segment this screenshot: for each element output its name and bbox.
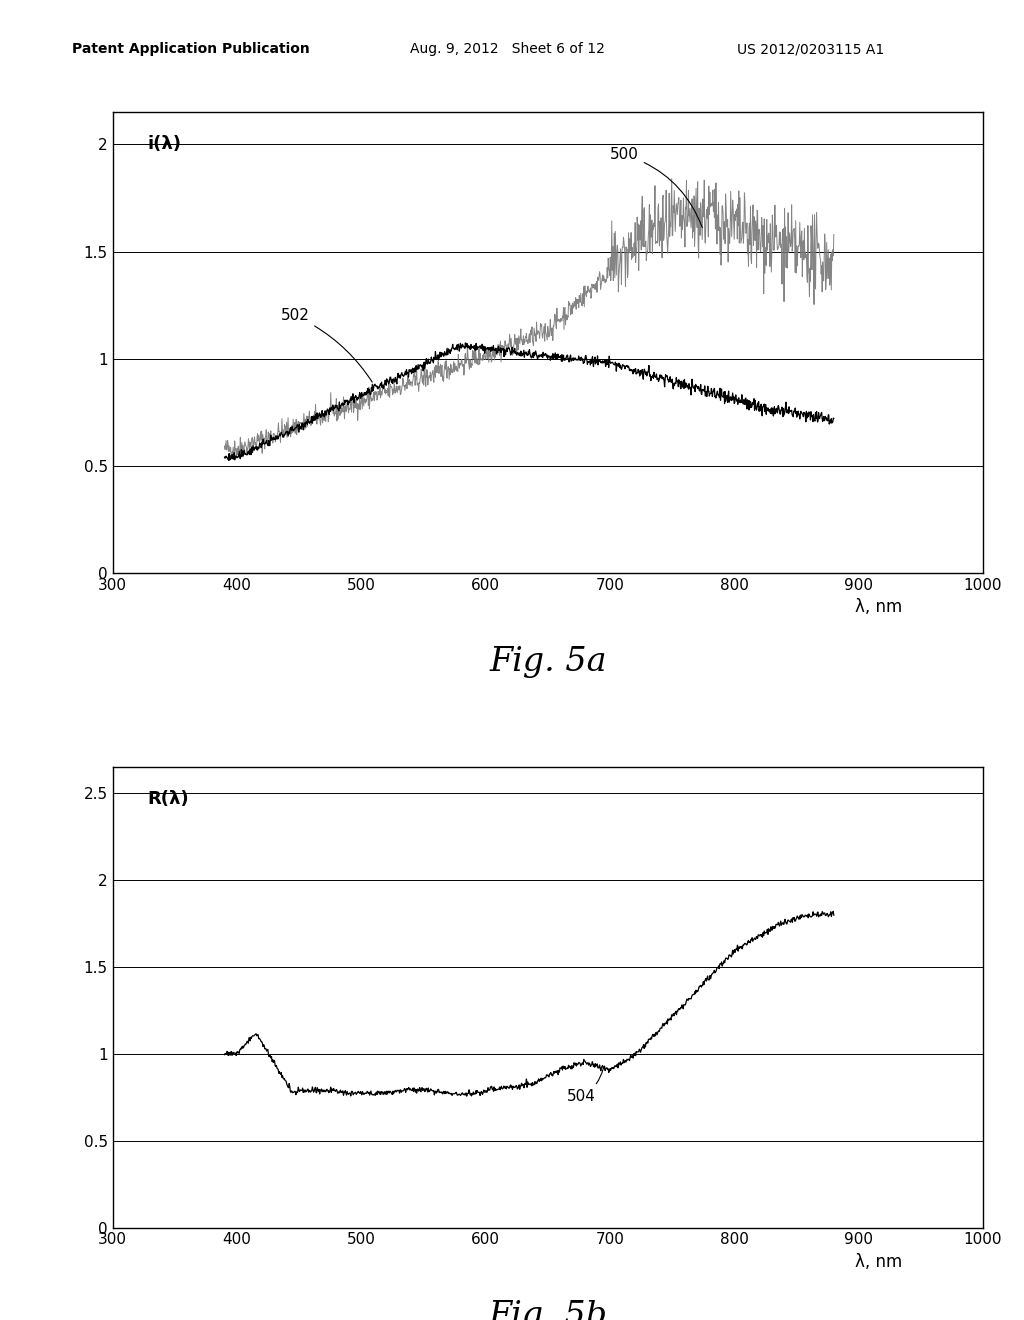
Text: 504: 504 <box>566 1069 603 1104</box>
Text: 500: 500 <box>610 148 702 227</box>
Text: i(λ): i(λ) <box>147 135 181 153</box>
Text: Aug. 9, 2012   Sheet 6 of 12: Aug. 9, 2012 Sheet 6 of 12 <box>410 42 604 57</box>
X-axis label: λ, nm: λ, nm <box>855 1253 902 1271</box>
Text: Fig. 5b: Fig. 5b <box>488 1300 607 1320</box>
Text: R(λ): R(λ) <box>147 789 189 808</box>
X-axis label: λ, nm: λ, nm <box>855 598 902 616</box>
Text: 502: 502 <box>281 308 373 381</box>
Text: Patent Application Publication: Patent Application Publication <box>72 42 309 57</box>
Text: Fig. 5a: Fig. 5a <box>489 645 606 677</box>
Text: US 2012/0203115 A1: US 2012/0203115 A1 <box>737 42 885 57</box>
